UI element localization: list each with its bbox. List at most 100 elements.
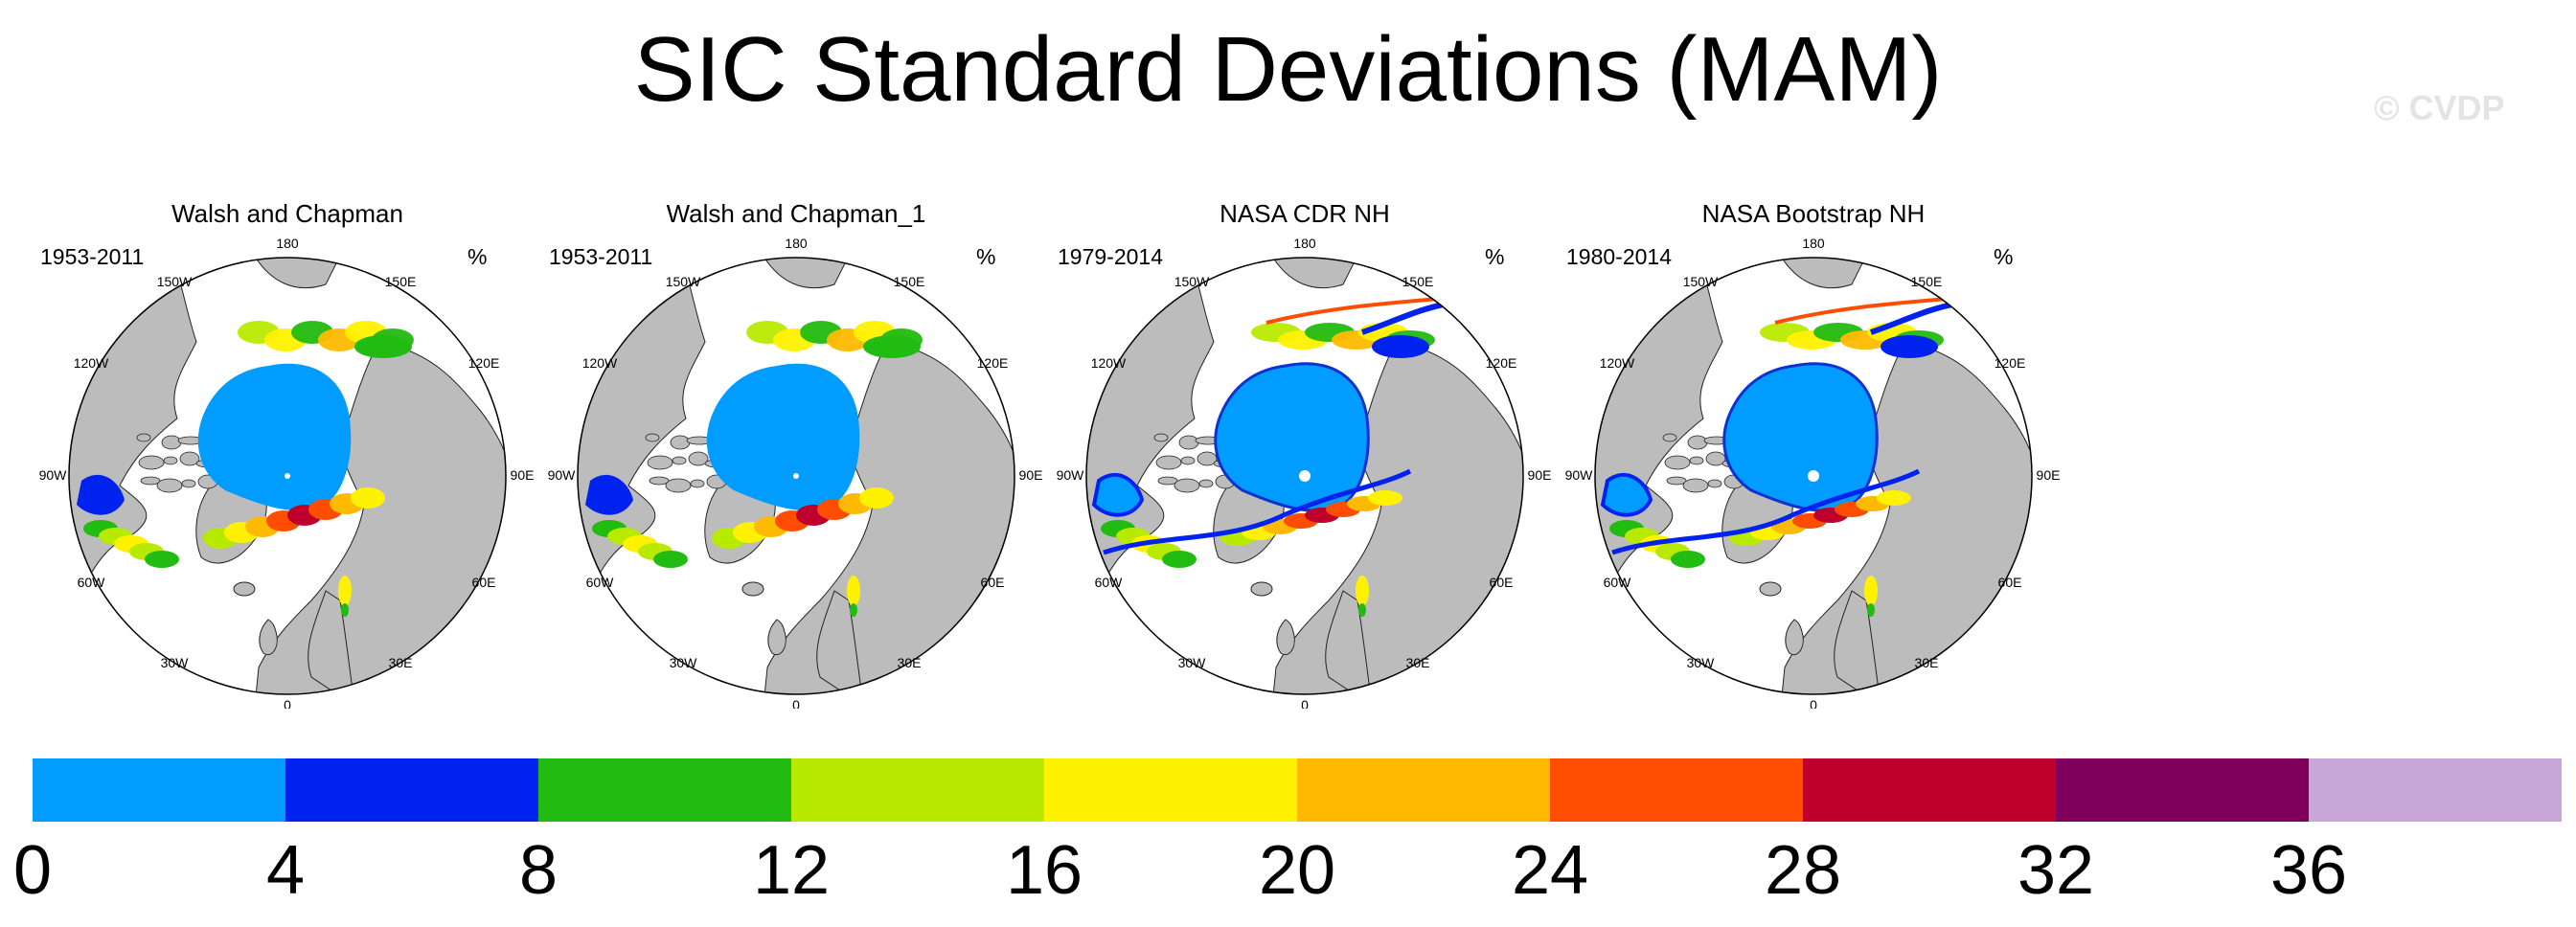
map-outline: [68, 257, 507, 695]
land-british-isles: [259, 619, 278, 656]
panel-title: Walsh and Chapman: [171, 199, 403, 228]
colorbar-segment: [285, 758, 538, 822]
panel-unit: %: [467, 244, 488, 269]
longitude-label: 60E: [1490, 575, 1514, 590]
panel-unit: %: [1485, 244, 1505, 269]
ice-band-okhotsk: [1870, 301, 1958, 335]
pole-hole: [793, 473, 799, 479]
ice-hudson-bay: [77, 474, 125, 515]
land-island: [690, 479, 705, 488]
land-island: [1198, 479, 1214, 488]
longitude-label: 90E: [1528, 467, 1552, 483]
longitude-label: 30W: [670, 655, 698, 670]
panel-unit: %: [976, 244, 996, 269]
longitude-label: 150E: [385, 274, 417, 289]
land-island: [179, 451, 200, 466]
colorbar-segment: [33, 758, 285, 822]
colorbar-tick-label: 12: [752, 832, 831, 909]
ice-band-barents: [1368, 490, 1402, 506]
watermark: © CVDP: [2374, 88, 2505, 127]
ice-band-bering-max: [1774, 297, 1949, 325]
longitude-label: 90E: [511, 467, 535, 483]
land-scandinavia: [308, 590, 355, 694]
pole-hole: [285, 473, 290, 479]
land-scandinavia: [1325, 590, 1373, 694]
land-island: [136, 433, 151, 442]
longitude-label: 30E: [1406, 655, 1430, 670]
longitude-label: 120W: [1091, 355, 1127, 371]
land-iceland: [1250, 581, 1273, 597]
ice-baltic-south: [1358, 603, 1366, 617]
longitude-label: 90W: [39, 467, 68, 483]
colorbar-tick-label: 16: [1005, 832, 1083, 909]
ice-band-barents: [351, 487, 385, 509]
land-island: [645, 433, 660, 442]
longitude-label: 0: [1810, 697, 1817, 709]
longitude-label: 60W: [586, 575, 615, 590]
ice-band-bering-max: [1265, 297, 1440, 325]
ice-band-labrador: [1671, 551, 1705, 568]
land-island: [688, 451, 709, 466]
longitude-label: 90E: [2037, 467, 2061, 483]
panel-unit: %: [1994, 244, 2014, 269]
longitude-label: 180: [1802, 236, 1825, 251]
colorbar-segment: [538, 758, 791, 822]
land-british-isles: [767, 619, 786, 656]
ice-edge-contour: [1103, 468, 1412, 555]
longitude-label: 60E: [1998, 575, 2022, 590]
longitude-label: 30E: [1915, 655, 1939, 670]
ice-band-barents: [859, 487, 894, 509]
polar-map: 180 150W 150E 120W 120E 90W 90E 60W 60E 30W 30E 0: [548, 236, 1043, 709]
map-outline: [1594, 257, 2033, 695]
longitude-label: 120E: [1995, 355, 2026, 371]
colorbar-segment: [2309, 758, 2562, 822]
panel-period: 1953-2011: [40, 244, 145, 269]
land-british-isles: [1276, 619, 1295, 656]
longitude-label: 60E: [472, 575, 496, 590]
ice-band-labrador: [145, 551, 179, 568]
colorbar-segment: [1297, 758, 1550, 822]
land-island: [672, 456, 687, 465]
polar-map: 180 150W 150E 120W 120E 90W 90E 60W 60E 30W 30E 0: [39, 236, 535, 709]
land-island: [1687, 435, 1708, 450]
land-island: [1153, 433, 1169, 442]
longitude-label: 0: [1301, 697, 1309, 709]
longitude-label: 0: [792, 697, 800, 709]
land-island: [156, 478, 183, 493]
map-panel-walsh-chapman-1: 180 150W 150E 120W 120E 90W 90E 60W 60E 30W 30E 0 W…: [547, 192, 1045, 709]
colorbar-tick-label: 24: [1511, 832, 1589, 909]
land-island: [1689, 456, 1704, 465]
ice-baltic: [338, 576, 352, 606]
colorbar-tick-label: 0: [12, 832, 53, 909]
land-island: [1682, 478, 1709, 493]
colorbar: [33, 758, 2562, 822]
ice-edge-contour: [1611, 468, 1921, 555]
longitude-label: 120E: [468, 355, 500, 371]
colorbar-tick-label: 36: [2269, 832, 2348, 909]
panel-title: Walsh and Chapman_1: [666, 199, 926, 228]
longitude-label: 30E: [898, 655, 922, 670]
ice-hudson-bay: [1600, 473, 1653, 517]
colorbar-segment: [2056, 758, 2309, 822]
longitude-label: 120E: [1486, 355, 1517, 371]
figure-title: SIC Standard Deviations (MAM): [633, 18, 1943, 121]
panel-period: 1979-2014: [1058, 244, 1163, 269]
land-iceland: [1759, 581, 1782, 597]
longitude-label: 150E: [1402, 274, 1434, 289]
colorbar-tick-label: 32: [2017, 832, 2095, 909]
ice-baltic-south: [850, 603, 857, 617]
land-british-isles: [1785, 619, 1804, 656]
map-content: [1595, 258, 2032, 694]
land-island: [1155, 455, 1182, 470]
longitude-label: 150W: [1174, 274, 1210, 289]
ice-central-arctic: [1214, 362, 1370, 512]
land-island: [181, 479, 196, 488]
land-island: [1157, 476, 1178, 486]
longitude-label: 150E: [894, 274, 925, 289]
map-panel-nasa-bootstrap: 180 150W 150E 120W 120E 90W 90E 60W 60E 30W 30E 0 N…: [1564, 192, 2063, 709]
map-content: [69, 258, 506, 694]
longitude-label: 120W: [582, 355, 618, 371]
longitude-label: 120W: [74, 355, 109, 371]
longitude-label: 180: [1293, 236, 1316, 251]
longitude-label: 30W: [1687, 655, 1716, 670]
